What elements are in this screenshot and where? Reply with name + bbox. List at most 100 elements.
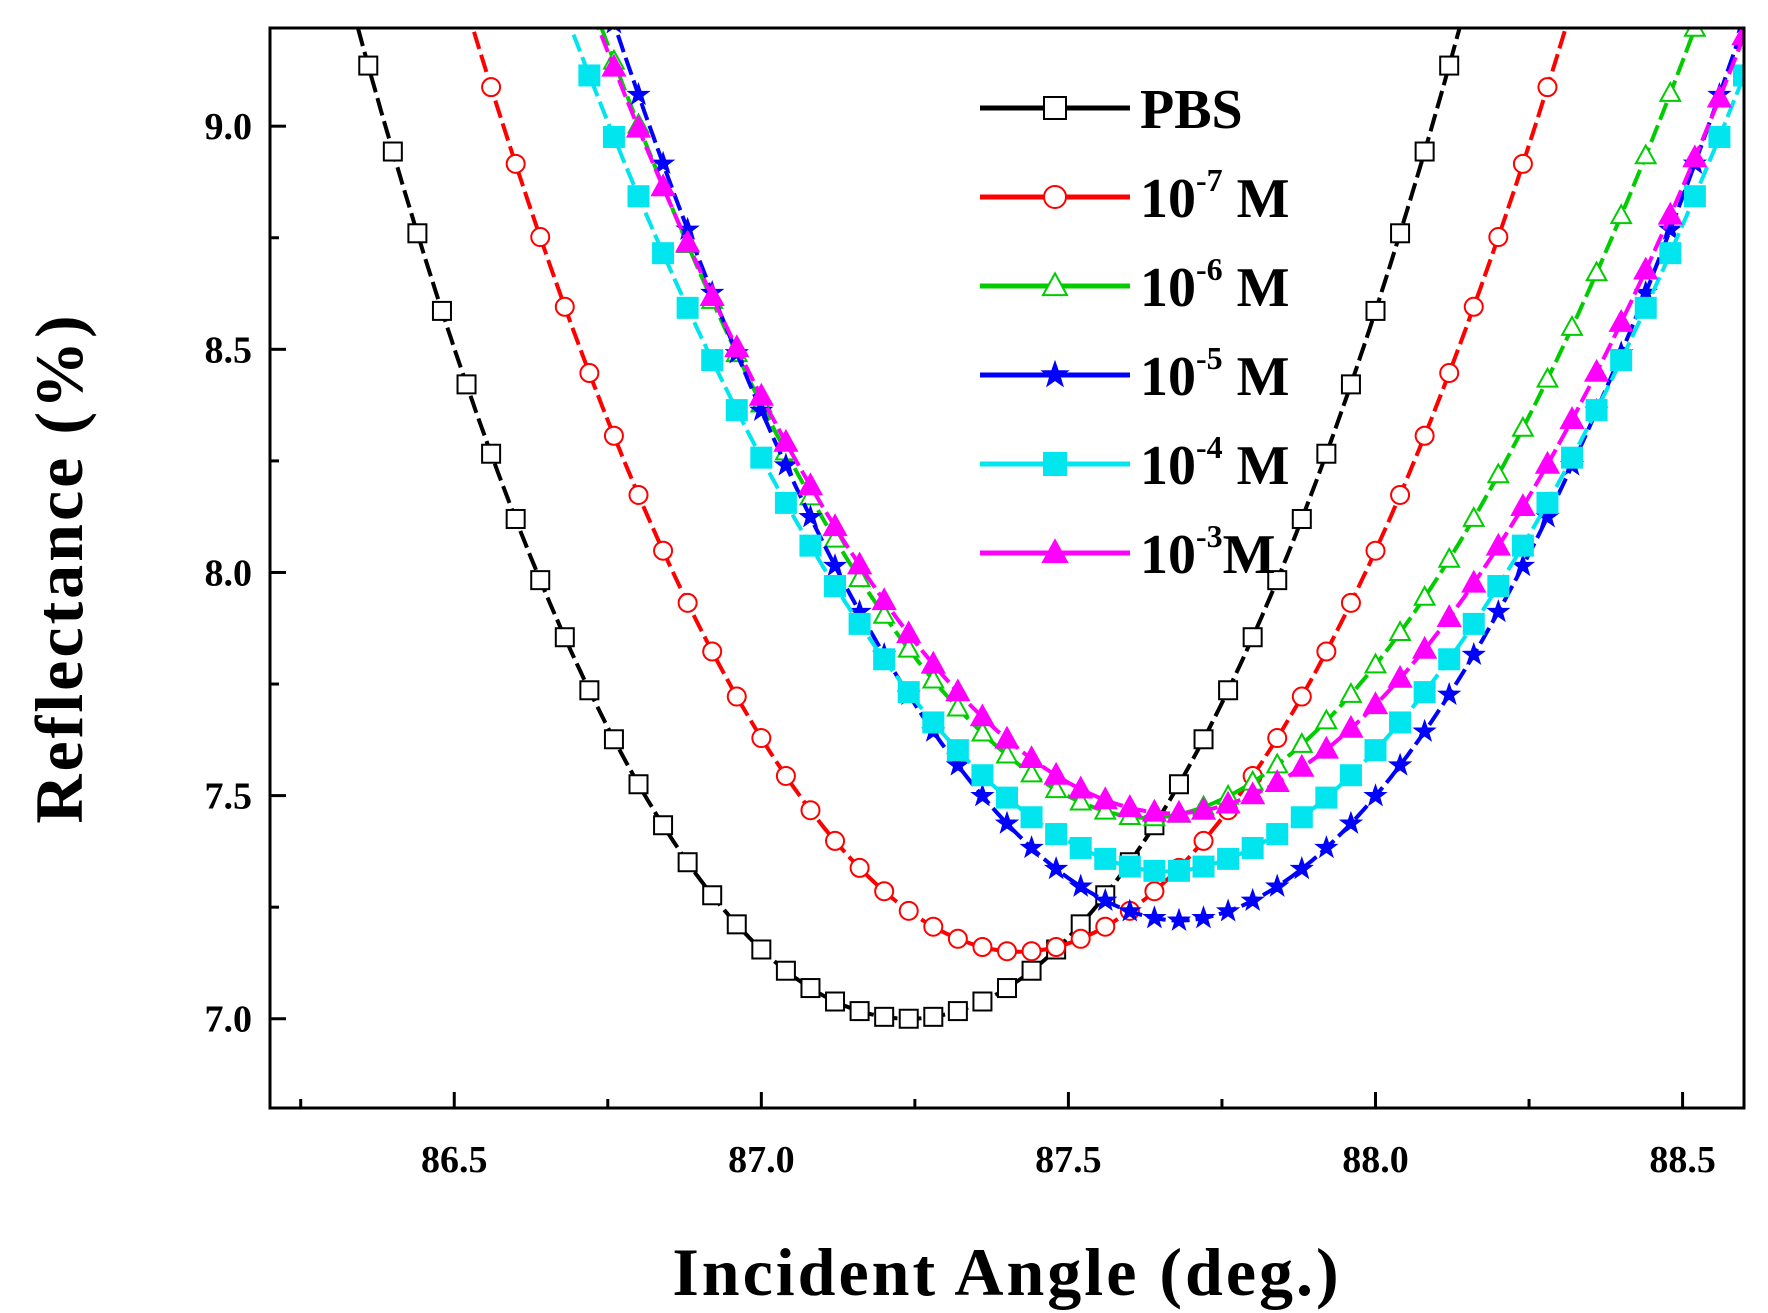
legend-item: PBS bbox=[980, 79, 1243, 141]
data-point bbox=[1683, 28, 1707, 37]
data-point bbox=[702, 885, 723, 906]
data-point bbox=[872, 602, 896, 624]
data-point bbox=[1658, 216, 1683, 240]
data-point bbox=[1193, 830, 1214, 851]
data-point bbox=[458, 0, 476, 16]
data-point bbox=[554, 627, 575, 648]
data-point bbox=[1313, 735, 1339, 759]
data-point bbox=[923, 1006, 944, 1027]
data-point bbox=[1019, 835, 1044, 859]
data-point bbox=[1634, 296, 1657, 319]
data-point bbox=[800, 800, 821, 821]
data-point bbox=[1511, 534, 1534, 557]
data-point bbox=[1141, 798, 1168, 822]
data-point bbox=[1390, 223, 1411, 244]
data-point bbox=[922, 711, 945, 734]
data-point bbox=[1510, 493, 1536, 516]
legend-label: 10-7 M bbox=[1140, 162, 1290, 230]
data-point bbox=[997, 978, 1017, 999]
data-point bbox=[1020, 806, 1043, 829]
data-point bbox=[1363, 652, 1388, 674]
data-point bbox=[849, 1001, 870, 1022]
data-point bbox=[1462, 612, 1485, 635]
data-point bbox=[1340, 374, 1361, 395]
data-point bbox=[994, 725, 1020, 749]
data-point bbox=[1583, 358, 1610, 382]
data-point bbox=[1535, 366, 1559, 388]
data-point bbox=[358, 55, 379, 76]
data-point bbox=[1289, 856, 1314, 880]
data-point bbox=[1485, 532, 1511, 556]
data-point bbox=[773, 428, 799, 452]
data-point bbox=[1363, 783, 1388, 807]
data-point bbox=[1387, 752, 1413, 776]
data-point bbox=[1192, 855, 1215, 878]
data-point bbox=[1069, 789, 1093, 811]
data-point bbox=[675, 229, 701, 253]
x-tick-label: 88.0 bbox=[1342, 1139, 1409, 1181]
data-point bbox=[1143, 859, 1166, 882]
data-point bbox=[580, 0, 600, 2]
data-point bbox=[1389, 711, 1412, 734]
data-point bbox=[1093, 887, 1118, 912]
data-point bbox=[1316, 443, 1337, 464]
data-point bbox=[1215, 898, 1241, 922]
legend-marker bbox=[1041, 538, 1069, 564]
data-point bbox=[1462, 505, 1486, 527]
data-point bbox=[431, 300, 452, 321]
data-point bbox=[1682, 144, 1708, 168]
data-point bbox=[1241, 836, 1264, 859]
series-line bbox=[470, 28, 1568, 954]
x-tick-label: 87.0 bbox=[728, 1139, 795, 1181]
legend-item: 10-3M bbox=[980, 518, 1276, 586]
data-point bbox=[1314, 708, 1338, 730]
data-point bbox=[773, 452, 799, 476]
data-point bbox=[1585, 260, 1609, 282]
data-point bbox=[994, 810, 1020, 834]
data-point bbox=[1537, 77, 1558, 98]
data-point bbox=[1658, 80, 1682, 102]
data-point bbox=[1339, 682, 1363, 703]
data-point bbox=[505, 508, 526, 529]
data-point bbox=[1068, 873, 1093, 897]
data-point bbox=[1167, 859, 1190, 882]
series-layer bbox=[355, 0, 1744, 1029]
data-point bbox=[1534, 450, 1561, 474]
data-point bbox=[1144, 881, 1165, 902]
data-point bbox=[603, 425, 624, 446]
data-point bbox=[1338, 714, 1364, 738]
y-tick-label: 7.0 bbox=[205, 999, 253, 1041]
data-point bbox=[920, 650, 946, 674]
x-tick-label: 86.5 bbox=[421, 1139, 488, 1181]
data-point bbox=[1215, 790, 1241, 814]
data-point bbox=[603, 729, 624, 750]
data-point bbox=[1021, 941, 1042, 962]
legend-label: PBS bbox=[1140, 79, 1243, 141]
data-point bbox=[896, 620, 922, 644]
data-point bbox=[555, 2, 575, 22]
data-point bbox=[1512, 153, 1533, 174]
x-axis-title: Incident Angle (deg.) bbox=[672, 1234, 1341, 1310]
data-point bbox=[1731, 28, 1744, 46]
data-point bbox=[1437, 681, 1462, 706]
data-point bbox=[1339, 764, 1362, 787]
data-point bbox=[1291, 508, 1312, 529]
legend: PBS 10-7 M 10-6 M 10-5 M 10-4 M 10-3M bbox=[980, 79, 1290, 586]
data-point bbox=[1365, 540, 1386, 561]
data-point bbox=[677, 852, 698, 873]
data-point bbox=[1387, 664, 1413, 688]
data-point bbox=[1436, 604, 1462, 627]
legend-marker bbox=[1040, 359, 1070, 388]
legend-marker bbox=[1043, 185, 1067, 209]
data-point bbox=[923, 916, 944, 937]
data-point bbox=[750, 446, 773, 469]
data-point bbox=[1634, 143, 1658, 165]
data-point bbox=[1362, 691, 1389, 715]
data-point bbox=[996, 786, 1018, 809]
data-point bbox=[1242, 627, 1263, 648]
data-point bbox=[798, 504, 823, 528]
data-point bbox=[1561, 446, 1584, 469]
legend-label: 10-6 M bbox=[1140, 251, 1290, 319]
data-point bbox=[456, 374, 477, 395]
